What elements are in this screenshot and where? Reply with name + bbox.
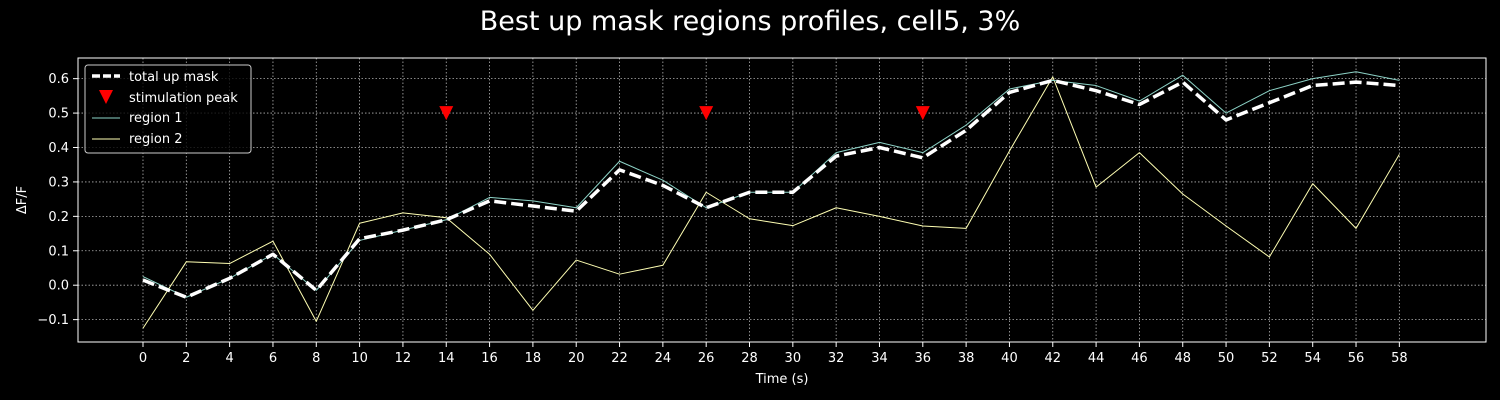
x-tick-label: 46 (1131, 351, 1148, 366)
legend-label-region-1: region 1 (129, 111, 183, 126)
series-line-region-1 (142, 71, 1400, 298)
legend-box (84, 64, 252, 154)
markers-layer (439, 106, 930, 121)
x-tick-label: 16 (481, 351, 498, 366)
series-line-region-2 (142, 76, 1400, 329)
x-tick-label: 6 (269, 351, 277, 366)
x-tick-label: 58 (1391, 351, 1408, 366)
x-tick-label: 52 (1261, 351, 1278, 366)
x-tick-label: 20 (568, 351, 585, 366)
series-layer (142, 71, 1400, 329)
x-tick-label: 42 (1044, 351, 1061, 366)
x-tick-label: 50 (1218, 351, 1235, 366)
x-tick-label: 30 (785, 351, 802, 366)
x-tick-label: 38 (958, 351, 975, 366)
x-tick-label: 10 (351, 351, 368, 366)
y-tick-label: 0.0 (48, 279, 69, 294)
y-tick-label: 0.5 (48, 107, 69, 122)
x-tick-label: 40 (1001, 351, 1018, 366)
stimulation-peak-marker (915, 106, 930, 121)
legend-swatch-stimulation-peak (99, 90, 113, 104)
x-tick-label: 2 (182, 351, 190, 366)
stimulation-peak-marker (699, 106, 714, 121)
y-axis-label: ΔF/F (15, 186, 30, 214)
y-tick-label: 0.1 (48, 244, 69, 259)
plot-area (77, 57, 1487, 343)
x-tick-label: 32 (828, 351, 845, 366)
stimulation-peak-marker (439, 106, 454, 121)
legend-label-stimulation-peak: stimulation peak (129, 91, 238, 106)
legend-label-region-2: region 2 (129, 132, 183, 147)
x-tick-label: 24 (655, 351, 672, 366)
x-tick-label: 4 (225, 351, 233, 366)
x-axis-label: Time (s) (755, 372, 809, 387)
x-tick-label: 8 (312, 351, 320, 366)
x-tick-label: 18 (525, 351, 542, 366)
x-tick-label: 0 (139, 351, 147, 366)
y-tick-label: 0.3 (48, 175, 69, 190)
axis-ticks: 0 2 4 6 8 10 12 14 16 18 20 22 24 26 28 30 32 34 36 38 40 42 4… (37, 72, 1407, 366)
x-tick-label: 54 (1304, 351, 1321, 366)
x-tick-label: 28 (741, 351, 758, 366)
x-tick-label: 14 (438, 351, 455, 366)
y-tick-label: −0.1 (37, 313, 69, 328)
x-tick-label: 26 (698, 351, 715, 366)
y-tick-label: 0.2 (48, 210, 69, 225)
x-tick-label: 56 (1348, 351, 1365, 366)
x-tick-label: 22 (611, 351, 628, 366)
x-tick-label: 36 (915, 351, 932, 366)
x-tick-label: 34 (871, 351, 888, 366)
x-tick-label: 44 (1088, 351, 1105, 366)
series-line-total-up-mask (142, 78, 1400, 299)
x-tick-label: 12 (395, 351, 412, 366)
x-tick-label: 48 (1174, 351, 1191, 366)
y-tick-label: 0.6 (48, 72, 69, 87)
legend: total up mask stimulation peak region 1 … (84, 64, 252, 154)
legend-label-total-up-mask: total up mask (129, 70, 219, 85)
chart-title: Best up mask regions profiles, cell5, 3% (480, 6, 1021, 37)
y-tick-label: 0.4 (48, 141, 69, 156)
